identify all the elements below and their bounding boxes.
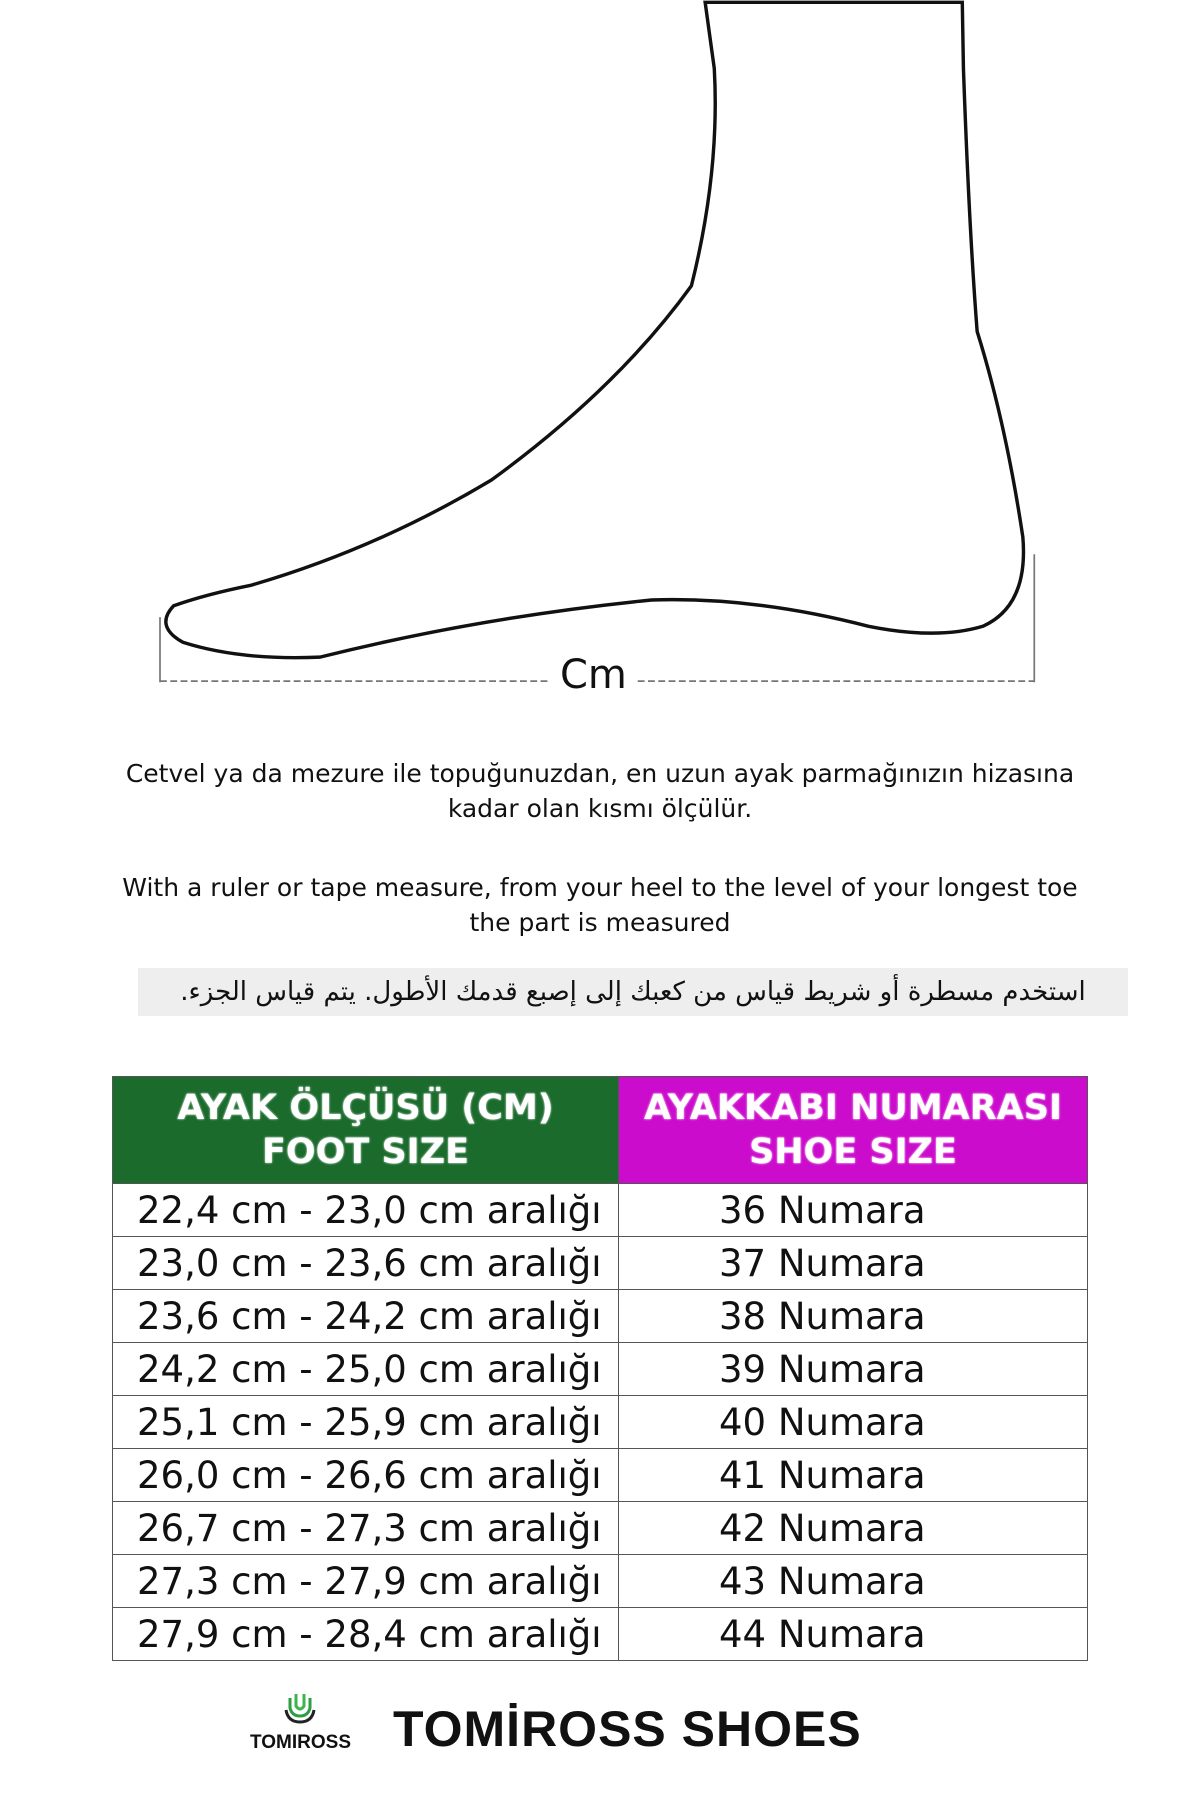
logo-mark-icon [284, 1694, 316, 1724]
foot-size-cell: 23,0 cm - 23,6 cm aralığı [112, 1236, 619, 1290]
table-row: 23,0 cm - 23,6 cm aralığı 37 Numara [112, 1236, 1088, 1290]
brand-title: TOMİROSS SHOES [393, 1701, 862, 1757]
foot-size-cell: 26,7 cm - 27,3 cm aralığı [112, 1501, 619, 1555]
table-row: 26,7 cm - 27,3 cm aralığı 42 Numara [112, 1501, 1088, 1555]
header-shoe-line2: SHOE SIZE [749, 1132, 957, 1172]
size-chart-table: AYAK ÖLÇÜSÜ (CM) FOOT SIZE AYAKKABI NUMAR… [112, 1076, 1088, 1661]
shoe-size-cell: 43 Numara [618, 1554, 1088, 1608]
header-foot-line1: AYAK ÖLÇÜSÜ (CM) [177, 1088, 554, 1128]
table-row: 25,1 cm - 25,9 cm aralığı 40 Numara [112, 1395, 1088, 1449]
header-foot-line2: FOOT SIZE [262, 1132, 469, 1172]
shoe-size-cell: 42 Numara [618, 1501, 1088, 1555]
foot-outline-diagram [159, 0, 1036, 683]
english-instructions-line2: the part is measured [469, 908, 731, 937]
shoe-size-cell: 41 Numara [618, 1448, 1088, 1502]
foot-outline [164, 0, 1026, 660]
turkish-instructions: Cetvel ya da mezure ile topuğunuzdan, en… [125, 759, 1075, 823]
foot-size-cell: 22,4 cm - 23,0 cm aralığı [112, 1183, 619, 1237]
measure-label: Cm [560, 652, 627, 698]
table-row: 22,4 cm - 23,0 cm aralığı 36 Numara [112, 1183, 1088, 1237]
foot-size-cell: 25,1 cm - 25,9 cm aralığı [112, 1395, 619, 1449]
foot-size-cell: 27,3 cm - 27,9 cm aralığı [112, 1554, 619, 1608]
foot-size-cell: 24,2 cm - 25,0 cm aralığı [112, 1342, 619, 1396]
foot-size-cell: 26,0 cm - 26,6 cm aralığı [112, 1448, 619, 1502]
shoe-size-cell: 44 Numara [618, 1607, 1088, 1661]
table-row: 27,3 cm - 27,9 cm aralığı 43 Numara [112, 1554, 1088, 1608]
english-instructions-line1: With a ruler or tape measure, from your … [122, 873, 1078, 902]
shoe-size-cell: 36 Numara [618, 1183, 1088, 1237]
table-row: 26,0 cm - 26,6 cm aralığı 41 Numara [112, 1448, 1088, 1502]
table-row: 24,2 cm - 25,0 cm aralığı 39 Numara [112, 1342, 1088, 1396]
arabic-instructions: استخدم مسطرة أو شريط قياس من كعبك إلى إص… [138, 968, 1128, 1016]
table-row: 27,9 cm - 28,4 cm aralığı 44 Numara [112, 1607, 1088, 1661]
foot-size-cell: 27,9 cm - 28,4 cm aralığı [112, 1607, 619, 1661]
shoe-size-cell: 40 Numara [618, 1395, 1088, 1449]
header-foot-size: AYAK ÖLÇÜSÜ (CM) FOOT SIZE [112, 1076, 619, 1184]
logo-text: TOMIROSS [250, 1732, 351, 1753]
header-shoe-line1: AYAKKABI NUMARASI [644, 1088, 1062, 1128]
table-header-row: AYAK ÖLÇÜSÜ (CM) FOOT SIZE AYAKKABI NUMAR… [112, 1076, 1088, 1184]
shoe-size-cell: 37 Numara [618, 1236, 1088, 1290]
shoe-size-cell: 38 Numara [618, 1289, 1088, 1343]
table-row: 23,6 cm - 24,2 cm aralığı 38 Numara [112, 1289, 1088, 1343]
shoe-size-cell: 39 Numara [618, 1342, 1088, 1396]
header-shoe-size: AYAKKABI NUMARASI SHOE SIZE [618, 1076, 1088, 1184]
tomiross-logo: TOMIROSS [250, 1688, 351, 1754]
foot-size-cell: 23,6 cm - 24,2 cm aralığı [112, 1289, 619, 1343]
